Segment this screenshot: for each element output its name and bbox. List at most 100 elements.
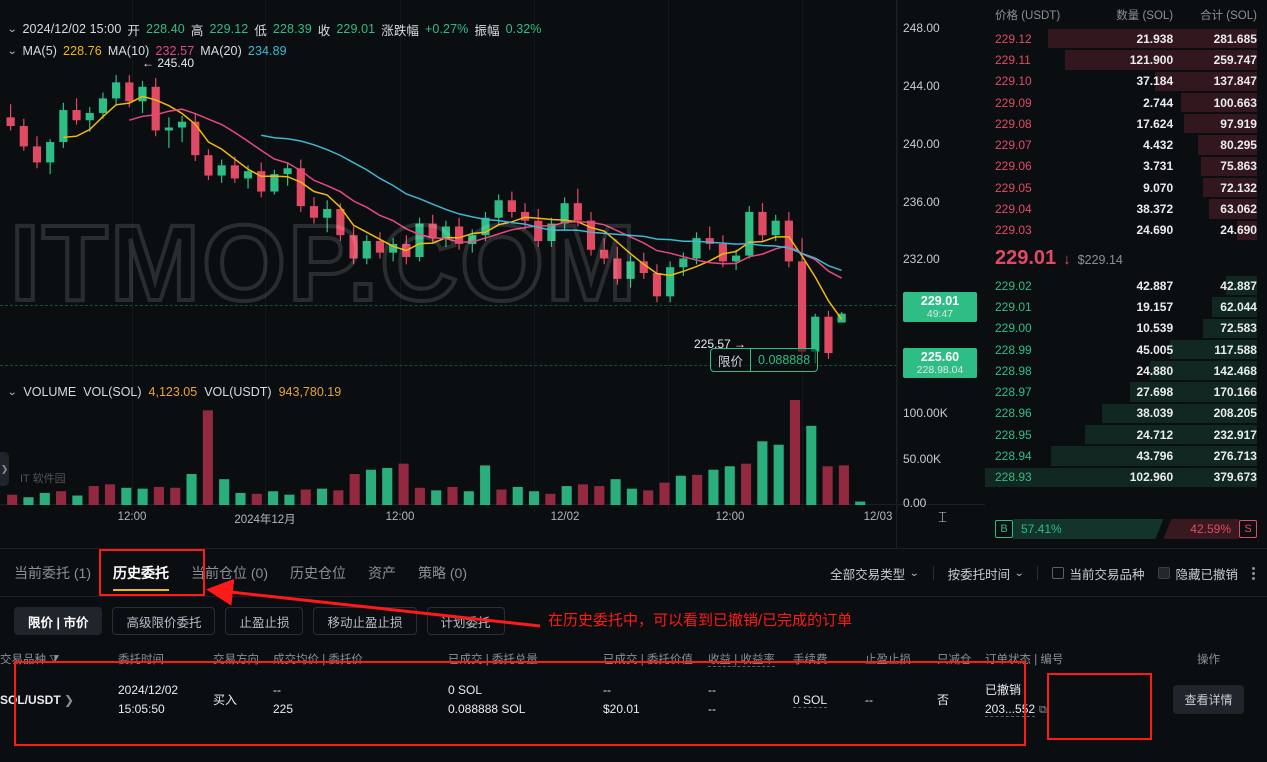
time-tick: 12:00 [715,511,745,523]
order-price-line [0,365,897,366]
buy-ratio-bar: 57.41% [1013,519,1163,539]
chevron-down-icon[interactable]: ⌄ [6,23,18,35]
current-symbol-checkbox[interactable]: 当前交易品种 [1052,564,1144,583]
ob-qty: 38.372 [1136,202,1174,217]
ob-total: 97.919 [1220,116,1257,131]
cell-symbol[interactable]: SOL/USDT ❯ [0,692,75,707]
bid-rows[interactable]: 229.02 42.887 42.887 229.01 19.157 62.04… [985,275,1267,488]
orders-table[interactable]: 交易品种 ⧩ 委托时间 交易方向 成交均价 | 委托价 已成交 | 委托总量 已成交 | … [0,645,1267,727]
order-book-row[interactable]: 229.04 38.372 63.062 [985,198,1267,219]
order-book-row[interactable]: 228.98 24.880 142.468 [985,360,1267,381]
hide-canceled-checkbox[interactable]: 隐藏已撤销 [1158,564,1238,583]
cell-action[interactable]: 查看详情 [1150,673,1267,727]
table-row[interactable]: SOL/USDT ❯ 2024/12/02 15:05:50 买入 -- 225 0… [0,673,1267,727]
order-book-row[interactable]: 228.97 27.698 170.166 [985,381,1267,402]
order-book-row[interactable]: 228.99 45.005 117.588 [985,339,1267,360]
copy-icon: ⧉ [1039,703,1047,716]
order-type-chip-2[interactable]: 止盈止损 [225,607,304,635]
order-type-chip-0[interactable]: 限价 | 市价 [14,607,103,635]
ma20-value: 234.89 [247,44,287,58]
order-book[interactable]: 价格 (USDT) 数量 (SOL) 合计 (SOL) 229.12 21.93… [985,0,1267,548]
ohlc-amplitude-label: 振幅 [474,23,500,38]
order-type-chip-1[interactable]: 高级限价委托 [112,607,216,635]
ask-rows[interactable]: 229.12 21.938 281.685 229.11 121.900 259… [985,28,1267,241]
buy-ratio-tag: B [995,520,1013,538]
ob-price: 229.12 [995,31,1032,46]
tab-1[interactable]: 历史委托 [113,549,169,597]
order-type-filters[interactable]: 限价 | 市价 高级限价委托 止盈止损 移动止盈止损 计划委托 在历史委托中，可以看到已撤… [0,597,1267,645]
ohlc-open-value: 228.40 [146,22,185,36]
ob-qty: 121.900 [1129,52,1174,67]
ob-price: 229.10 [995,74,1032,89]
divider [1037,566,1039,580]
candlestick-chart[interactable] [0,0,985,548]
view-detail-button[interactable]: 查看详情 [1173,685,1244,715]
order-book-row[interactable]: 229.11 121.900 259.747 [985,49,1267,70]
tab-2[interactable]: 当前仓位 (0) [191,564,268,581]
limit-price-tooltip[interactable]: 限价 0.088888 [710,348,819,372]
tab-0[interactable]: 当前委托 (1) [14,564,91,581]
current-symbol-label: 当前交易品种 [1069,567,1145,582]
volume-title: VOLUME [23,385,77,399]
more-options-icon[interactable] [1252,566,1255,580]
ob-price: 229.07 [995,138,1032,153]
order-type-chip-4[interactable]: 计划委托 [426,607,505,635]
vol-usdt-value: 943,780.19 [278,385,342,399]
order-book-row[interactable]: 229.05 9.070 72.132 [985,177,1267,198]
chart-gridline [534,0,535,512]
ob-total: 379.673 [1213,470,1257,485]
order-book-row[interactable]: 229.07 4.432 80.295 [985,134,1267,155]
tab-3[interactable]: 历史仓位 [290,564,346,581]
order-type-chip-3[interactable]: 移动止盈止损 [313,607,417,635]
vol-usdt-label: VOL(USDT) [204,385,272,399]
orders-panel: 当前委托 (1) 历史委托 当前仓位 (0) 历史仓位 资产 策略 (0) 全部交易类型 … [0,548,1267,762]
ma-legend-row: ⌄ MA(5) 228.76 MA(10) 232.57 MA(20) 234.… [6,42,542,60]
order-book-row[interactable]: 229.00 10.539 72.583 [985,318,1267,339]
order-book-row[interactable]: 229.10 37.184 137.847 [985,71,1267,92]
order-book-row[interactable]: 229.03 24.690 24.690 [985,220,1267,241]
order-book-row[interactable]: 229.01 19.157 62.044 [985,296,1267,317]
ohlc-open-label: 开 [127,23,141,38]
ob-total: 170.166 [1213,385,1257,400]
ob-qty: 19.157 [1136,299,1174,314]
ob-price: 229.03 [995,223,1032,238]
sort-by-dropdown[interactable]: 按委托时间 ⌄ [948,564,1025,583]
order-book-row[interactable]: 228.95 24.712 232.917 [985,424,1267,445]
cell-status[interactable]: 已撤销 203...552 ⧉ [985,673,1150,727]
order-book-row[interactable]: 229.02 42.887 42.887 [985,275,1267,296]
trade-type-dropdown[interactable]: 全部交易类型 ⌄ [830,564,919,583]
vol-sol-label: VOL(SOL) [83,385,142,399]
ob-price: 228.95 [995,427,1032,442]
sell-ratio-tag: S [1239,520,1257,538]
ohlc-legend-row: ⌄ 2024/12/02 15:00 开 228.40 高 229.12 低 2… [6,20,542,38]
order-book-row[interactable]: 229.06 3.731 75.863 [985,156,1267,177]
order-book-row[interactable]: 228.94 43.796 276.713 [985,445,1267,466]
tab-4[interactable]: 资产 [368,564,396,581]
chevron-down-icon[interactable]: ⌄ [6,45,18,57]
order-book-row[interactable]: 229.09 2.744 100.663 [985,92,1267,113]
tab-5[interactable]: 策略 (0) [418,564,467,581]
col-header-3: 成交均价 | 委托价 [273,654,363,666]
ohlc-close-value: 229.01 [336,22,376,36]
order-book-row[interactable]: 228.93 102.960 379.673 [985,467,1267,488]
orders-tab-controls[interactable]: 全部交易类型 ⌄ 按委托时间 ⌄ 当前交易品种 隐藏已撤销 [830,549,1255,597]
chevron-down-icon[interactable]: ⌄ [6,386,18,398]
checkbox-icon[interactable] [1158,567,1171,579]
cell-price: -- 225 [273,683,294,716]
ob-qty: 24.880 [1136,363,1174,378]
cell-reduce-only: 否 [937,692,950,707]
price-chart-pane[interactable]: ITMOP.COM IT 软件园 ⌄ 2024/12/02 15:00 开 22… [0,0,985,548]
orders-table-body[interactable]: SOL/USDT ❯ 2024/12/02 15:05:50 买入 -- 225 0… [0,673,1267,727]
time-axis[interactable]: 12:00 2024年12月 12:00 12/02 12:00 12/03 ⌶ [0,504,985,530]
col-header-0[interactable]: 交易品种 ⧩ [0,654,60,666]
order-book-row[interactable]: 229.12 21.938 281.685 [985,28,1267,49]
ob-total: 276.713 [1213,448,1257,463]
checkbox-icon[interactable] [1052,567,1065,579]
orders-tabs[interactable]: 当前委托 (1) 历史委托 当前仓位 (0) 历史仓位 资产 策略 (0) [0,549,1267,597]
order-book-row[interactable]: 228.96 38.039 208.205 [985,403,1267,424]
order-book-row[interactable]: 229.08 17.624 97.919 [985,113,1267,134]
sidebar-collapse-handle[interactable]: ❯ [0,452,9,486]
ob-price-header: 价格 (USDT) [995,10,1061,22]
high-price-marker: ← 245.40 [142,56,195,70]
crosshair-icon[interactable]: ⌶ [937,509,947,526]
